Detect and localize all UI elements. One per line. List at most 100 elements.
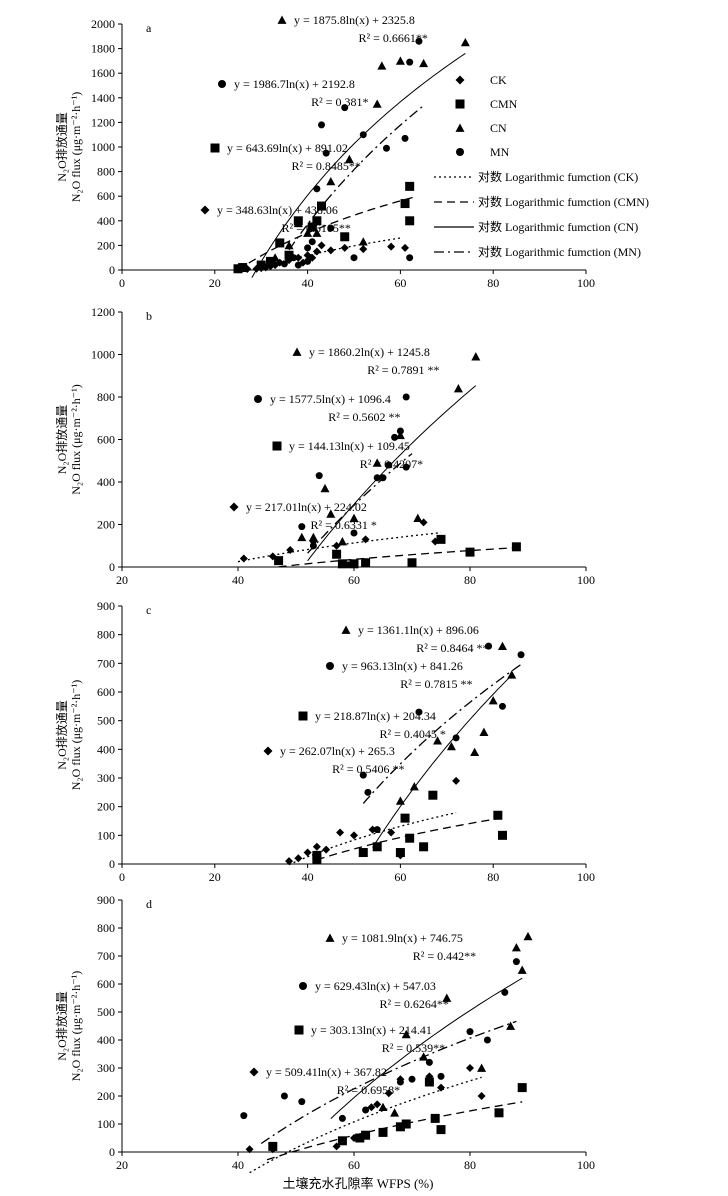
equation-mn: y = 1986.7ln(x) + 2192.8 R² = 0.381* [218,77,368,109]
data-point-cmn [317,201,327,211]
panel-letter: d [146,897,152,911]
data-point-cmn [401,1119,411,1129]
data-point-ck [286,546,295,554]
data-point-mn [290,254,298,262]
data-point-cn [372,99,382,108]
x-tick-label: 0 [119,276,125,290]
data-point-mn [512,958,520,966]
x-tick-label: 60 [394,870,406,884]
data-point-cmn [337,1136,347,1146]
data-point-ck [477,1092,486,1100]
data-point-ck [332,541,341,550]
data-point-ck [350,831,358,840]
legend-marker-cn [455,123,465,132]
y-axis-title-cn: N₂O排放通量 [54,700,69,770]
data-point-cn [303,228,313,237]
y-tick-label: 800 [97,921,115,935]
data-point-cmn [284,250,294,260]
data-point-ck [466,1064,474,1072]
data-point-cn [401,1029,411,1039]
data-point-cn [507,670,517,679]
data-point-mn [391,433,399,441]
data-point-cn [297,532,307,542]
data-point-cmn [511,542,521,552]
y-axis-title-en: N₂O flux (μg·m⁻²·h⁻¹) [69,680,83,790]
data-point-cn [284,240,294,250]
equation-cn: y = 1361.1ln(x) + 896.06 R² = 0.8464 ** [341,623,489,655]
panel-c: 0 100 200 300 400 500 600 700 800 900 0 20 40 60 80 100… [54,599,595,884]
fit-curve-mn [260,1020,517,1145]
y-axis-title-en: N₂O flux (μg·m⁻²·h⁻¹) [69,971,83,1081]
y-tick-label: 100 [97,1117,115,1131]
data-point-mn [466,1028,474,1036]
y-tick-label: 600 [97,685,115,699]
equation-marker [263,746,273,756]
data-point-mn [298,523,306,531]
data-point-ck [361,535,370,544]
data-point-mn [517,651,525,659]
data-point-cn [395,796,405,805]
data-point-ck [437,1083,445,1092]
y-tick-label: 1800 [91,42,115,56]
x-tick-label: 80 [464,1158,476,1172]
fit-curve-cmn [266,1101,523,1161]
data-point-mn [382,144,390,152]
equation-cmn: y = 643.69ln(x) + 891.02 R² = 0.8485** [210,141,361,173]
data-point-mn [373,474,381,482]
x-tick-label: 80 [487,276,499,290]
r-squared-text: R² = 0.8485** [292,159,361,173]
data-point-mn [315,472,323,480]
equation-marker [341,625,351,634]
data-point-cmn [268,1141,278,1151]
data-point-cn [488,696,498,705]
data-point-cn [270,253,280,262]
data-point-mn [309,542,317,550]
r-squared-text: R² = 0.442** [413,949,476,963]
data-point-mn [452,734,460,742]
data-point-cn [442,993,452,1002]
equation-text: y = 1860.2ln(x) + 1245.8 [309,345,430,359]
y-tick-label: 1200 [91,305,115,319]
data-point-cmn [233,264,243,274]
data-point-cmn [517,1083,527,1093]
equation-cn: y = 1875.8ln(x) + 2325.8 R² = 0.6661** [277,13,428,45]
data-point-mn [408,1075,416,1083]
data-point-cmn [337,559,347,569]
data-point-mn [359,131,367,139]
equation-marker [254,395,262,403]
y-tick-label: 500 [97,1005,115,1019]
data-point-cmn [378,1127,388,1137]
x-tick-label: 40 [302,870,314,884]
data-point-cmn [355,1133,365,1143]
y-tick-label: 400 [97,214,115,228]
data-point-cmn [400,813,410,823]
y-tick-label: 600 [97,433,115,447]
equation-marker [229,502,239,512]
data-point-mn [373,826,381,834]
data-point-mn [406,58,414,66]
equation-text: y = 303.13ln(x) + 214.41 [311,1023,432,1037]
y-tick-label: 900 [97,599,115,613]
data-point-cn [409,782,419,791]
panel-letter: c [146,603,151,617]
y-axis-title-cn: N₂O排放通量 [54,991,69,1061]
r-squared-text: R² = 0.8464 ** [416,641,488,655]
r-squared-text: R² = 0.7815 ** [400,677,472,691]
fit-curve-cmn [237,196,415,271]
equation-text: y = 1361.1ln(x) + 896.06 [358,623,479,637]
equation-cn: y = 1081.9ln(x) + 746.75 R² = 0.442** [325,931,476,963]
legend-label: CN [490,121,507,135]
data-point-cmn [436,1125,446,1135]
data-point-ck [359,245,368,254]
data-point-ck [294,854,303,863]
fit-curve-cmn [278,547,517,568]
r-squared-text: R² = 0.6958* [337,1083,400,1097]
legend-label: CMN [490,97,518,111]
x-tick-label: 20 [116,573,128,587]
equation-text: y = 629.43ln(x) + 547.03 [315,979,436,993]
equation-marker [200,205,210,215]
x-tick-label: 100 [577,276,595,290]
data-point-cn [419,1052,429,1061]
data-point-cmn [424,1077,434,1087]
data-point-cn [377,61,387,70]
